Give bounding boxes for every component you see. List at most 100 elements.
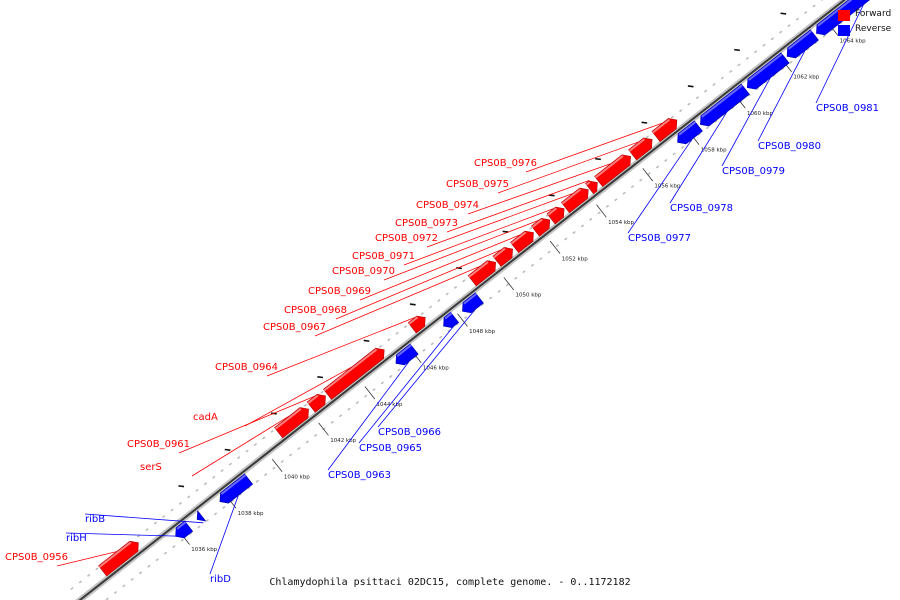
minor-tick (317, 376, 324, 379)
gene-label[interactable]: CPS0B_0970 (332, 266, 395, 277)
gene-arrow[interactable] (628, 137, 653, 161)
label-leaders (56, 4, 864, 575)
scale-tick (549, 240, 561, 254)
gene-arrow[interactable] (651, 118, 678, 142)
gene-arrow[interactable] (786, 29, 819, 59)
gene-label[interactable]: CPS0B_0977 (628, 233, 691, 244)
tick-label: 1056 kbp (654, 184, 680, 190)
genome-backbone (75, 0, 850, 600)
gene-label[interactable]: CPS0B_0964 (215, 362, 278, 373)
legend-item-reverse: Reverse (826, 23, 900, 38)
gene-arrow[interactable] (306, 393, 326, 413)
label-leader (314, 266, 481, 337)
minor-tick (780, 12, 787, 15)
scale-tick (318, 422, 329, 436)
tick-label: 1046 kbp (423, 365, 449, 371)
legend-reverse-label: Reverse (855, 24, 892, 34)
gene-arrow-highlight (585, 181, 591, 186)
gene-label[interactable]: cadA (193, 412, 218, 423)
label-leader (266, 317, 415, 377)
label-leader (525, 122, 663, 173)
gene-label[interactable]: CPS0B_0974 (416, 200, 479, 211)
label-leader (426, 193, 573, 248)
gene-label[interactable]: CPS0B_0968 (284, 305, 347, 316)
legend-forward-label: Forward (855, 9, 892, 19)
gene-arrow-highlight (678, 121, 696, 136)
gene-arrow-highlight (408, 316, 419, 325)
minor-tick (734, 48, 740, 52)
gene-label[interactable]: CPS0B_0961 (127, 439, 190, 450)
gene-label[interactable]: CPS0B_0966 (378, 427, 441, 438)
label-leader (56, 551, 117, 567)
gene-label[interactable]: CPS0B_0972 (375, 233, 438, 244)
gene-arrow[interactable] (700, 83, 750, 127)
gene-arrow[interactable] (395, 343, 419, 366)
gene-arrow-highlight (444, 312, 453, 320)
legend: Forward Reverse (826, 8, 900, 38)
gene-label[interactable]: CPS0B_0979 (722, 166, 785, 177)
tick-label: 1036 kbp (191, 547, 217, 553)
gene-arrow[interactable] (462, 292, 484, 314)
gene-label[interactable]: CPS0B_0963 (328, 470, 391, 481)
backbone-line (78, 0, 846, 600)
gene-arrow-highlight (220, 474, 247, 495)
gene-label[interactable]: CPS0B_0981 (816, 103, 879, 114)
tick-label: 1062 kbp (793, 75, 819, 81)
gene-label[interactable]: ribD (210, 574, 231, 585)
gene-arrow[interactable] (594, 154, 631, 187)
scale-tick (457, 313, 468, 327)
label-leader (358, 326, 454, 444)
gene-arrow[interactable] (323, 347, 385, 400)
gene-label[interactable]: serS (140, 462, 162, 473)
label-leader (84, 513, 204, 524)
gene-arrow[interactable] (746, 52, 790, 90)
gene-arrow-highlight (561, 188, 582, 205)
gene-label[interactable]: CPS0B_0978 (670, 203, 733, 214)
gene-arrow-highlight (176, 521, 187, 530)
minor-tick (409, 303, 416, 306)
gene-label[interactable]: CPS0B_0975 (446, 179, 509, 190)
gene-label[interactable]: CPS0B_0965 (359, 443, 422, 454)
minor-tick (178, 485, 185, 488)
tick-label: 1042 kbp (330, 438, 356, 444)
gene-arrow[interactable] (560, 187, 589, 214)
tick-label: 1052 kbp (562, 256, 588, 262)
gene-arrow-highlight (493, 247, 506, 259)
gene-arrow-highlight (510, 231, 527, 245)
gene-labels: CPS0B_0956 ribH ribB ribD serS CPS0B_0961 cadA… (5, 103, 879, 585)
gene-label[interactable]: CPS0B_0971 (352, 251, 415, 262)
gene-arrow[interactable] (98, 540, 139, 577)
gene-label[interactable]: ribB (85, 514, 105, 525)
scale-tick (503, 277, 515, 291)
gene-arrow[interactable] (274, 407, 309, 439)
gene-arrow[interactable] (510, 230, 534, 253)
gene-label[interactable]: CPS0B_0969 (308, 286, 371, 297)
gene-arrow-highlight (628, 138, 646, 152)
gene-label[interactable]: CPS0B_0967 (263, 322, 326, 333)
label-leader (669, 111, 728, 204)
gene-label[interactable]: CPS0B_0980 (758, 141, 821, 152)
gene-arrow[interactable] (492, 247, 513, 267)
label-leader (191, 415, 290, 477)
gene-arrow[interactable] (196, 510, 207, 522)
gene-arrow[interactable] (175, 520, 194, 539)
gene-arrow-highlight (307, 394, 319, 404)
gene-label[interactable]: ribH (66, 533, 87, 544)
reverse-swatch (838, 25, 850, 36)
gene-label[interactable]: CPS0B_0956 (5, 552, 68, 563)
gene-arrow[interactable] (677, 120, 703, 145)
gene-arrow-highlight (594, 155, 624, 179)
gene-arrow-highlight (463, 293, 477, 305)
gene-arrow[interactable] (530, 217, 551, 237)
gene-label[interactable]: CPS0B_0973 (395, 218, 458, 229)
gene-arrow-highlight (396, 344, 412, 357)
gene-arrow[interactable] (467, 260, 496, 287)
minor-tick (687, 85, 694, 88)
tick-label: 1038 kbp (238, 511, 264, 517)
gene-arrow-highlight (748, 53, 783, 81)
gene-label[interactable]: CPS0B_0976 (474, 158, 537, 169)
label-leader (757, 50, 806, 142)
gene-arrow[interactable] (219, 473, 254, 504)
